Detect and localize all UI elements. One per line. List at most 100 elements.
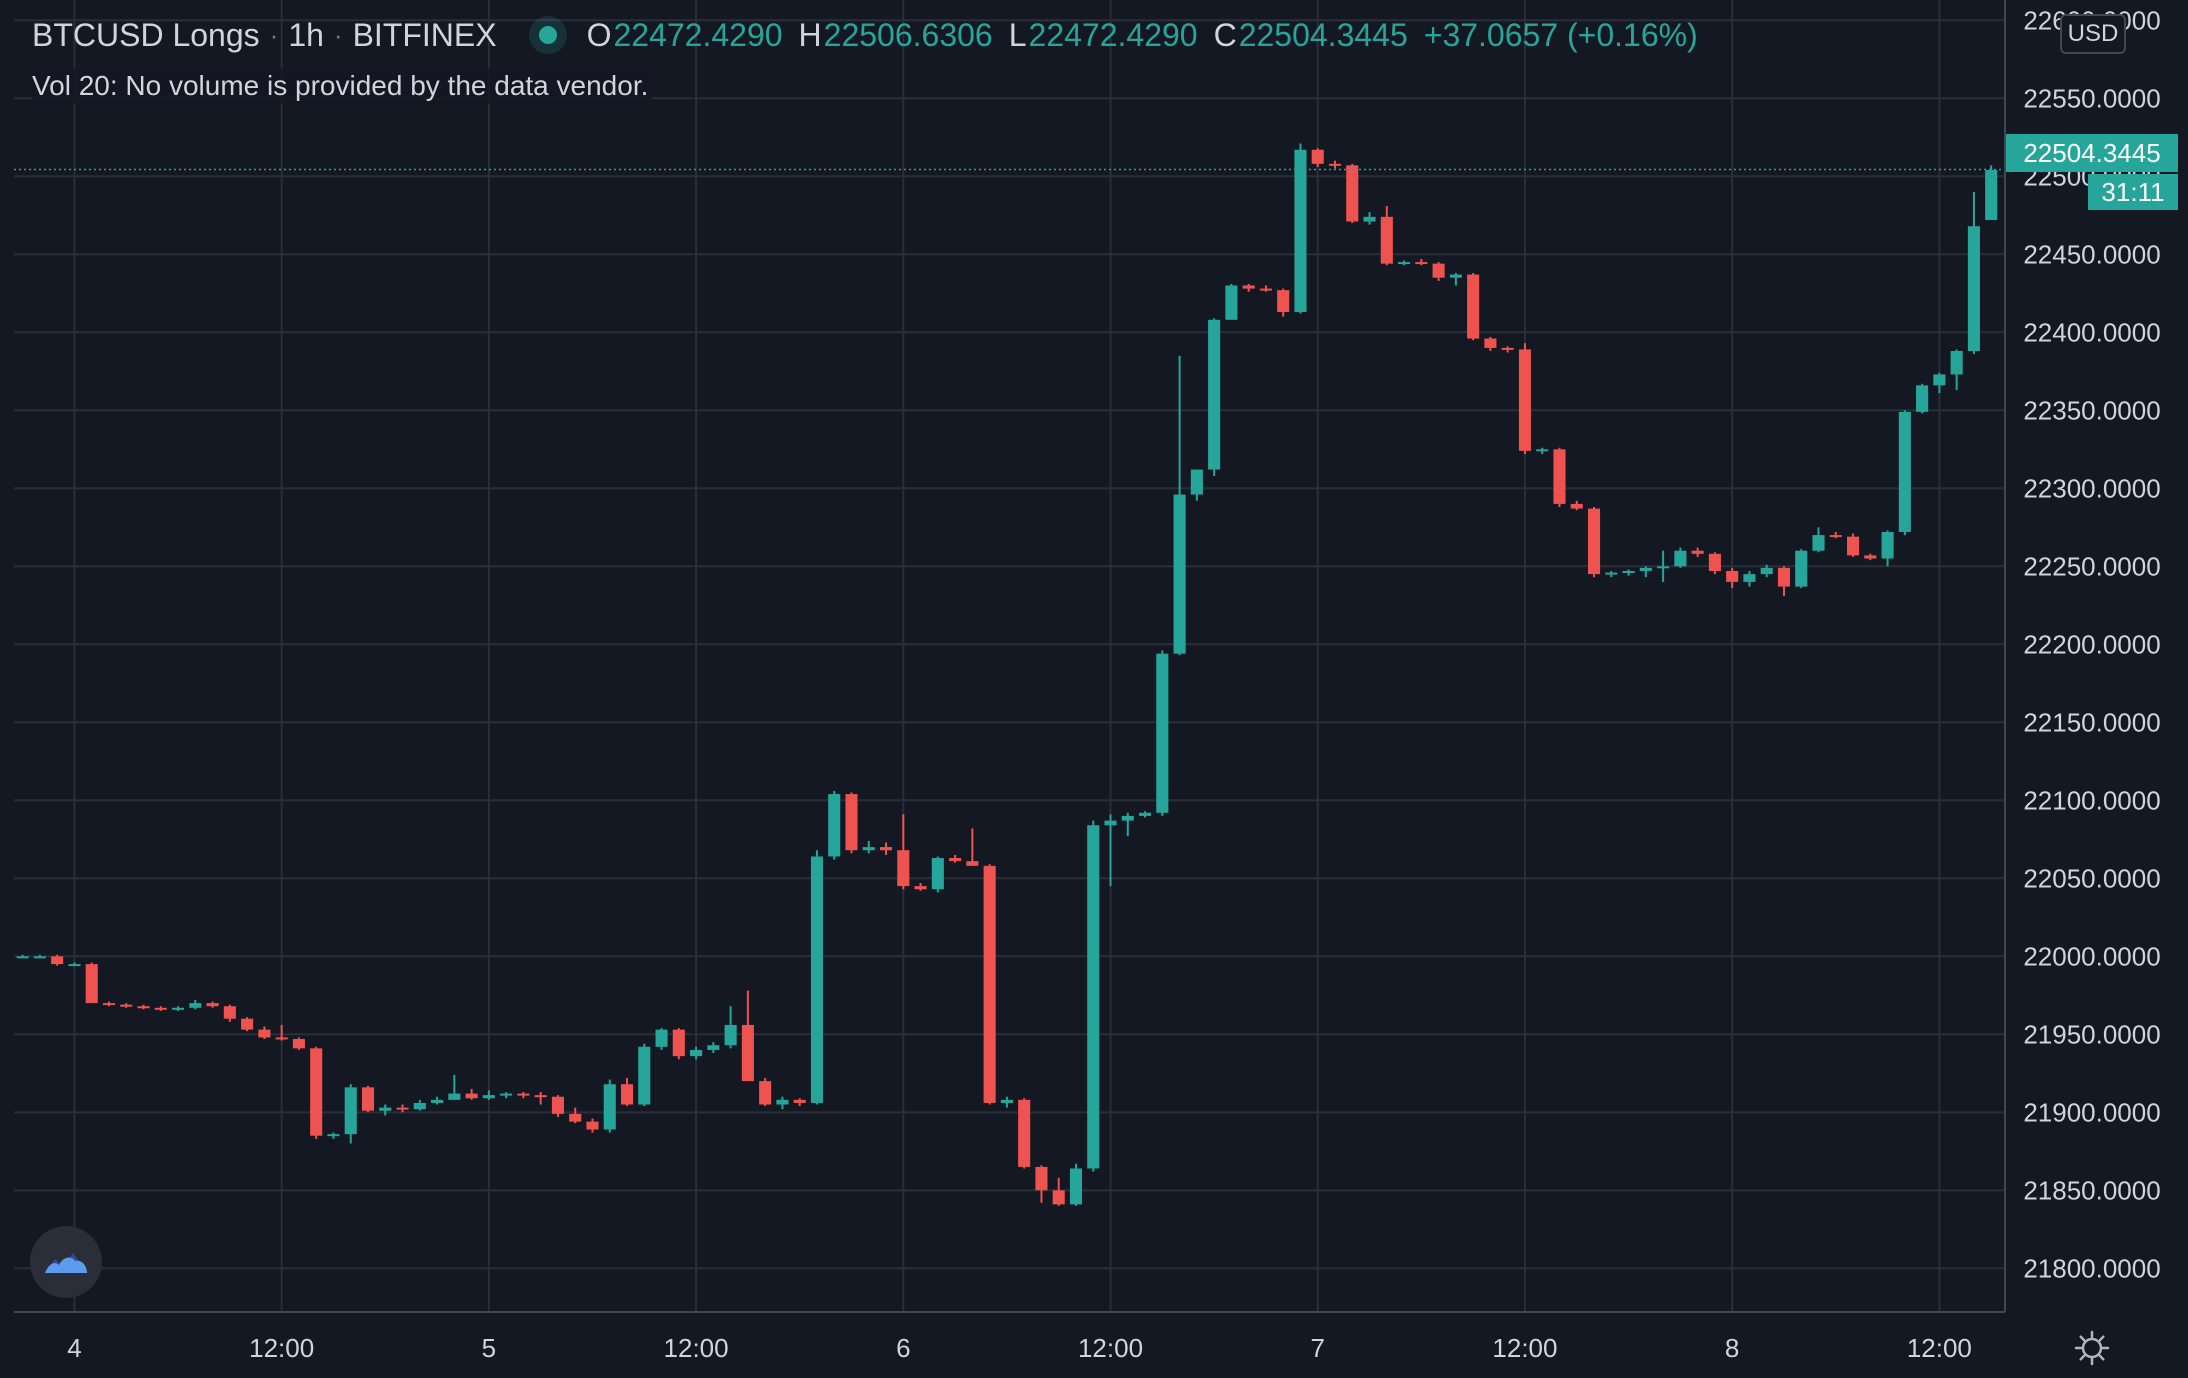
time-axis[interactable]: 4 12:00 5 12:00 6 12:00 7 12:00 8 12:00 [67,1333,1972,1363]
candle [310,1046,323,1139]
candle [1674,547,1687,568]
candle [1881,530,1894,567]
separator: · [269,19,279,50]
candle-body [68,964,81,967]
candle [793,1098,806,1107]
candle-body [1691,550,1704,554]
candle-body [500,1093,513,1096]
candle-body [1898,411,1911,532]
candle-body [672,1029,685,1057]
price-tick-label: 22450.0000 [2023,239,2160,269]
candle [1726,567,1739,589]
candle-body [879,847,893,851]
candle-body [172,1007,185,1010]
candle [1190,469,1203,501]
candle [1639,566,1652,578]
last-price-tag: 22504.3445 31:11 [2006,134,2178,210]
candle-body [1380,216,1393,264]
candle-body [1432,263,1445,278]
candle-body [102,1003,116,1006]
tradingview-cloud-icon[interactable] [30,1226,102,1298]
currency-button[interactable]: USD [2060,14,2126,54]
candle-body [1657,566,1670,569]
candle [1432,262,1445,281]
price-tick-label: 22100.0000 [2023,785,2160,815]
candle-series [16,143,1998,1206]
candle-body [241,1018,254,1030]
candle-body [655,1029,668,1047]
exchange-label: BITFINEX [352,16,497,53]
time-tick-label: 8 [1725,1333,1739,1363]
candle [16,954,29,959]
candle [1587,507,1601,578]
candle [1553,447,1566,508]
candle [1760,564,1773,578]
candle-body [638,1046,651,1105]
candle-body [1795,550,1808,587]
candle-body [33,956,46,959]
candle [1967,191,1980,355]
candle [1622,569,1635,576]
gear-icon[interactable] [2072,1328,2112,1368]
candle [33,954,46,959]
candle [603,1079,616,1133]
symbol-name[interactable]: BTCUSD Longs [32,16,260,53]
time-tick-label: 12:00 [1907,1333,1972,1363]
candle-body [1173,494,1186,654]
candle [344,1084,357,1144]
candle-body [396,1107,409,1110]
candle [1657,550,1670,582]
candle-body [603,1084,616,1130]
candle-body [1000,1099,1013,1103]
live-dot-icon [538,26,557,44]
candle [949,854,962,863]
candle [741,990,754,1082]
candle [413,1099,426,1111]
candle [1743,570,1756,587]
price-tick-label: 22150.0000 [2023,707,2160,737]
candle [379,1104,392,1116]
price-tick-label: 21800.0000 [2023,1253,2160,1283]
candle [1346,163,1359,224]
candle [1156,650,1169,816]
candle-body [1916,385,1929,412]
candle-body [1553,449,1566,504]
time-tick-label: 6 [896,1333,910,1363]
candle-body [85,964,98,1004]
candle-body [51,956,64,965]
candle [724,1006,737,1049]
candle-body [1104,820,1117,826]
price-tick-label: 22000.0000 [2023,941,2160,971]
candle-body [1190,469,1203,495]
candle [1018,1098,1031,1169]
time-tick-label: 5 [482,1333,496,1363]
candle [500,1092,513,1099]
candle [1950,349,1963,391]
candle-body [1570,503,1583,509]
candle-body [1881,531,1894,559]
high-value: 22506.6306 [823,16,993,53]
candle-body [431,1099,444,1103]
candle [1708,552,1721,575]
price-tick-label: 22200.0000 [2023,629,2160,659]
candle-body [793,1099,806,1103]
interval-label[interactable]: 1h [288,16,324,53]
candle [258,1026,271,1039]
time-tick-label: 12:00 [1492,1333,1557,1363]
candle-body [327,1134,340,1137]
low-key: L [1008,16,1027,53]
separator: · [333,19,343,50]
candle-body [379,1107,392,1111]
candle [845,792,858,854]
candle [137,1004,150,1010]
candle-body [1035,1166,1048,1191]
candle [1985,165,1998,220]
candle-body [1052,1190,1065,1205]
candle [1605,570,1618,578]
candle-body [586,1121,599,1130]
candle-body [776,1099,789,1105]
candle [879,842,893,855]
candle-body [482,1095,495,1099]
price-tick-label: 22350.0000 [2023,395,2160,425]
